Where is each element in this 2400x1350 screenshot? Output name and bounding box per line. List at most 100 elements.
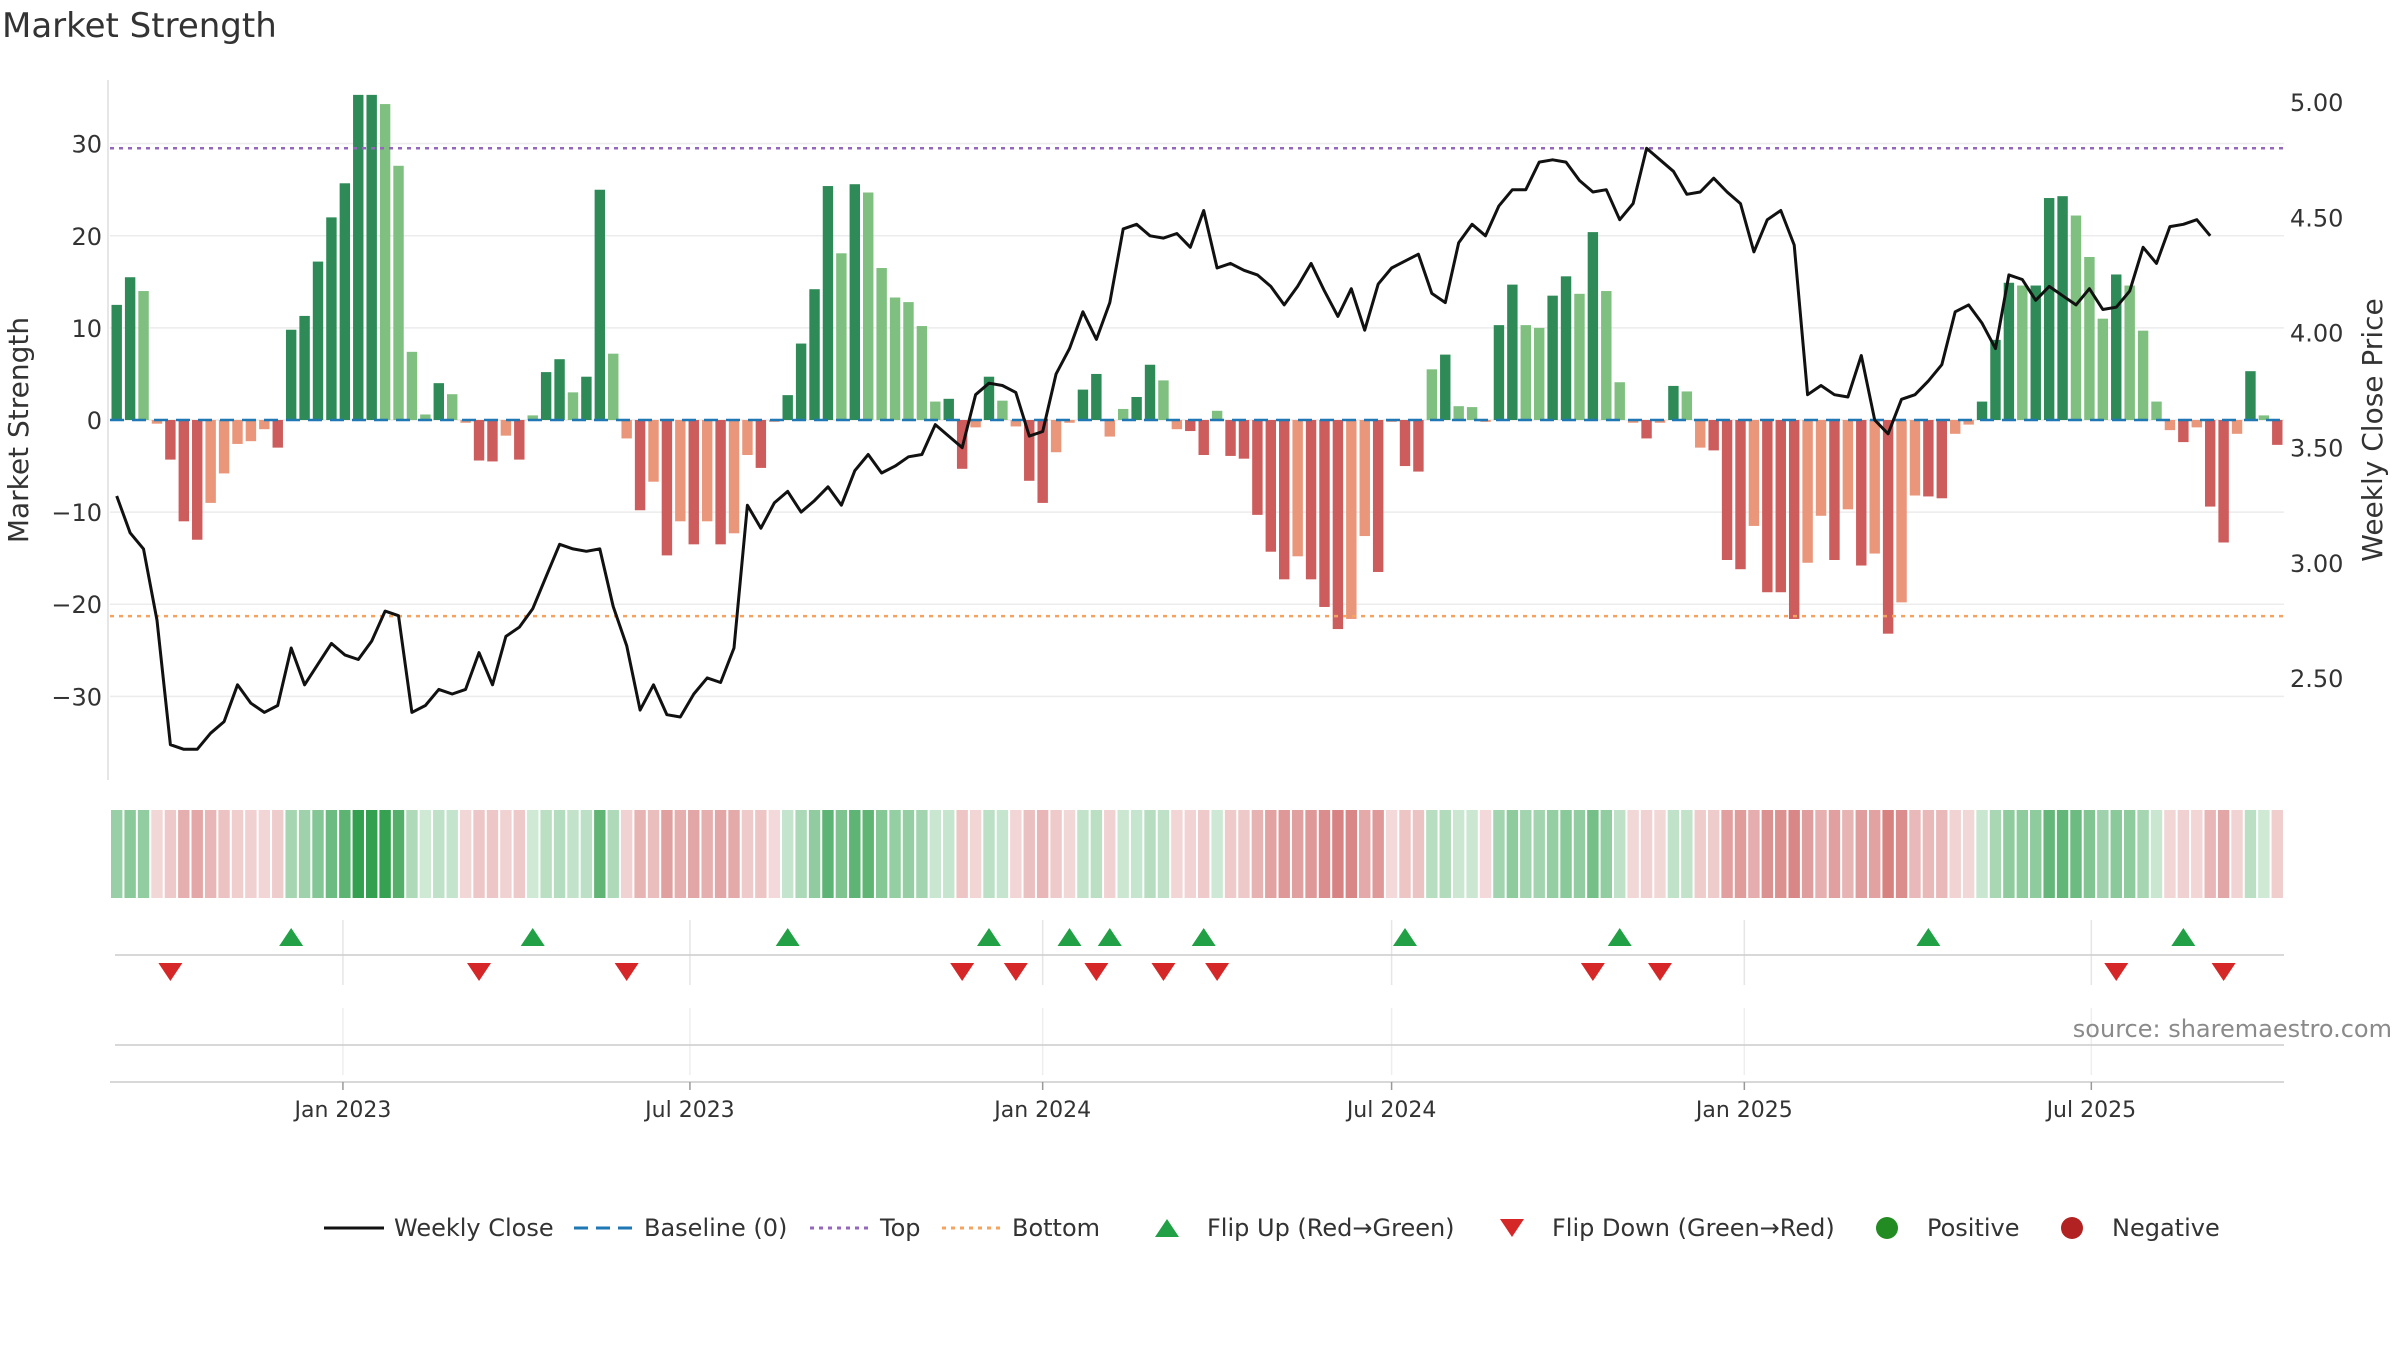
flip-down-marker (2211, 963, 2236, 981)
heat-cell (741, 810, 754, 898)
heat-cell (1506, 810, 1519, 898)
strength-bar (795, 343, 807, 420)
strength-bar (755, 420, 767, 468)
heat-cell (1412, 810, 1425, 898)
strength-bar (2191, 420, 2202, 428)
strength-bar (326, 217, 337, 420)
strength-bar (393, 165, 404, 420)
strength-bar (527, 415, 538, 420)
heat-cell (996, 810, 1009, 898)
x-tick-label: Jan 2025 (1694, 1098, 1793, 1123)
heat-cell (862, 810, 874, 898)
legend-swatch-dot-red (2061, 1217, 2083, 1239)
legend-item: Flip Down (Green→Red) (1480, 1210, 1835, 1246)
heat-cell (1855, 810, 1867, 898)
strength-bar (1708, 420, 1719, 451)
flip-down-marker (950, 963, 975, 981)
strength-bar (916, 326, 928, 420)
heat-cell (1962, 810, 1975, 898)
heat-cell (1694, 810, 1706, 898)
strength-bar (232, 420, 243, 444)
strength-bar (1990, 339, 2001, 420)
legend-item: Weekly Close (322, 1210, 554, 1246)
strength-bar (379, 104, 391, 420)
strength-bar (433, 383, 444, 420)
strength-bar (1815, 420, 1827, 516)
heat-cell (151, 810, 163, 898)
strength-bar (1869, 420, 1880, 554)
strength-bar (1064, 420, 1075, 423)
strength-bar (2070, 215, 2082, 420)
flip-down-marker (1084, 963, 1109, 981)
strength-bar (1909, 420, 1921, 496)
legend-item-label: Negative (2112, 1214, 2220, 1242)
legend-item-label: Baseline (0) (644, 1214, 788, 1242)
strength-bar (621, 420, 632, 439)
strength-bar (1547, 295, 1558, 420)
flip-up-marker (1057, 928, 1082, 946)
heat-cell (2271, 810, 2283, 898)
heat-cell (567, 810, 579, 898)
heat-cell (1198, 810, 1210, 898)
flip-up-marker (2171, 928, 2196, 946)
heat-cell (1493, 810, 1505, 898)
strength-bar (1077, 389, 1089, 420)
strength-bar (446, 394, 458, 420)
heat-cell (1748, 810, 1760, 898)
legend-item: Flip Up (Red→Green) (1135, 1210, 1455, 1246)
heat-cell (1627, 810, 1639, 898)
y-right-tick-label: 2.50 (2290, 665, 2343, 693)
strength-bar (1399, 420, 1411, 467)
strength-bar (1372, 420, 1384, 572)
heat-cell (1936, 810, 1948, 898)
strength-bar (1332, 420, 1344, 630)
heat-cell (191, 810, 203, 898)
heat-cell (392, 810, 405, 898)
heat-cell (2164, 810, 2176, 898)
heat-cell (822, 810, 834, 898)
strength-bar (661, 420, 673, 556)
heat-cell (1157, 810, 1170, 898)
strength-bar (1466, 407, 1478, 420)
heat-cell (607, 810, 619, 898)
heat-cell (352, 810, 364, 898)
heat-cell (2204, 810, 2216, 898)
heat-cell (1815, 810, 1827, 898)
strength-bar (1560, 276, 1572, 420)
strength-bar (540, 372, 552, 420)
heat-cell (875, 810, 888, 898)
strength-bar (1292, 420, 1303, 557)
strength-bar (2231, 420, 2243, 434)
strength-bar (124, 277, 136, 420)
y-left-tick-label: −30 (51, 683, 102, 711)
weekly-close-series (115, 146, 2212, 751)
strength-bar (2057, 196, 2068, 420)
heat-cell (1949, 810, 1961, 898)
flip-down-marker (467, 963, 492, 981)
strength-bar (1788, 420, 1800, 619)
strength-bar (876, 268, 887, 420)
heat-cell (1828, 810, 1841, 898)
heat-cell (2083, 810, 2096, 898)
strength-bar (366, 94, 377, 421)
heat-cell (285, 810, 297, 898)
strength-bar (1050, 420, 1062, 453)
heat-cell (1788, 810, 1800, 898)
heat-cell (124, 810, 136, 898)
strength-bar (487, 420, 498, 462)
heat-cell (1385, 810, 1398, 898)
heat-cell (2177, 810, 2190, 898)
flip-down-marker (1580, 963, 1605, 981)
strength-bar (581, 376, 592, 420)
strength-bar (1305, 420, 1317, 580)
strength-bar (1950, 420, 1961, 434)
strength-bar (1413, 420, 1424, 472)
heat-cell (781, 810, 794, 898)
strength-bar (1252, 420, 1263, 515)
weekly-close-line (115, 146, 2212, 751)
heat-cell (1345, 810, 1358, 898)
strength-bar (111, 304, 122, 420)
legend-item-label: Flip Up (Red→Green) (1207, 1214, 1455, 1242)
strength-bar (2124, 285, 2135, 420)
heat-cell (661, 810, 673, 898)
